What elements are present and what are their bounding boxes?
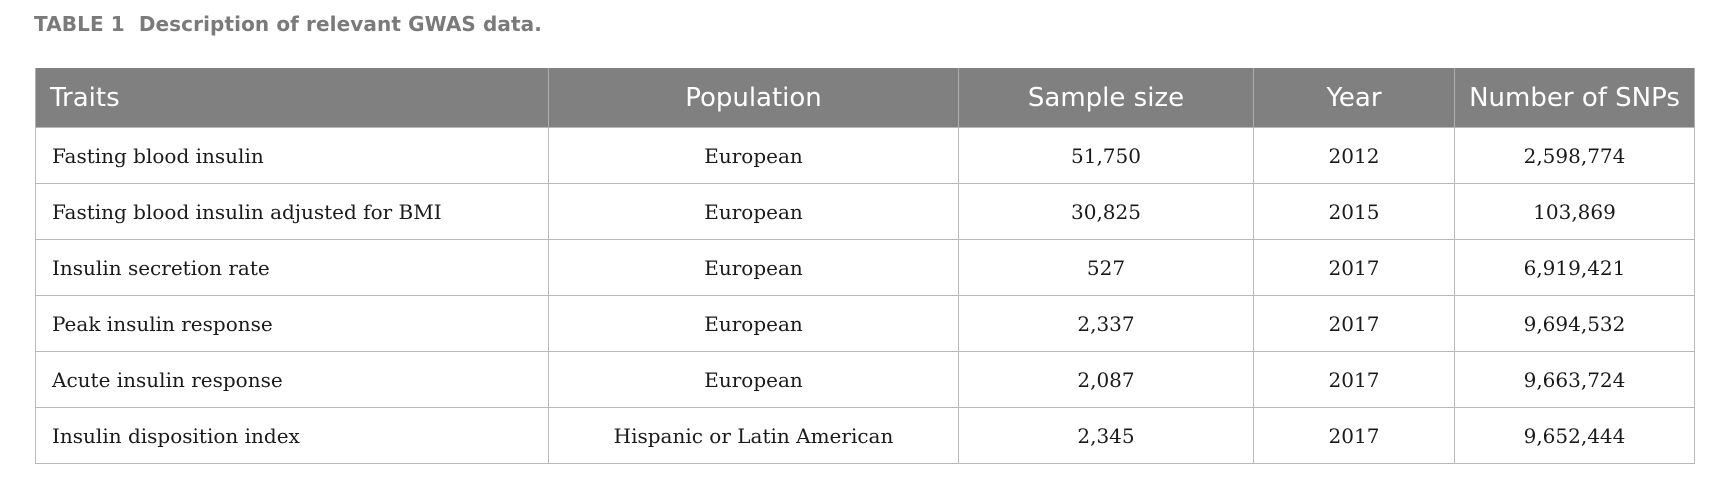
cell-sample-size: 2,337 <box>958 295 1254 352</box>
table-body: Fasting blood insulin European 51,750 20… <box>35 127 1695 464</box>
cell-sample-size: 51,750 <box>958 127 1254 184</box>
header-sample-size: Sample size <box>958 68 1254 128</box>
table-caption: TABLE 1 Description of relevant GWAS data… <box>34 12 542 36</box>
table-row: Fasting blood insulin European 51,750 20… <box>35 127 1695 184</box>
cell-year: 2017 <box>1253 239 1455 296</box>
table-row: Peak insulin response European 2,337 201… <box>35 295 1695 352</box>
cell-snps: 2,598,774 <box>1454 127 1695 184</box>
header-traits: Traits <box>35 68 549 128</box>
cell-trait: Fasting blood insulin adjusted for BMI <box>35 183 549 240</box>
table-number: TABLE 1 <box>34 12 125 36</box>
cell-sample-size: 30,825 <box>958 183 1254 240</box>
cell-sample-size: 2,087 <box>958 351 1254 408</box>
cell-trait: Acute insulin response <box>35 351 549 408</box>
table-row: Acute insulin response European 2,087 20… <box>35 351 1695 408</box>
table-row: Fasting blood insulin adjusted for BMI E… <box>35 183 1695 240</box>
cell-population: European <box>548 239 959 296</box>
header-number-of-snps: Number of SNPs <box>1454 68 1695 128</box>
cell-year: 2017 <box>1253 407 1455 464</box>
cell-trait: Fasting blood insulin <box>35 127 549 184</box>
cell-trait: Insulin secretion rate <box>35 239 549 296</box>
header-row: Traits Population Sample size Year Numbe… <box>35 68 1695 128</box>
header-year: Year <box>1253 68 1455 128</box>
cell-year: 2017 <box>1253 351 1455 408</box>
cell-year: 2015 <box>1253 183 1455 240</box>
cell-population: European <box>548 351 959 408</box>
header-population: Population <box>548 68 959 128</box>
cell-snps: 6,919,421 <box>1454 239 1695 296</box>
cell-population: European <box>548 183 959 240</box>
cell-sample-size: 527 <box>958 239 1254 296</box>
cell-sample-size: 2,345 <box>958 407 1254 464</box>
cell-snps: 103,869 <box>1454 183 1695 240</box>
cell-population: Hispanic or Latin American <box>548 407 959 464</box>
cell-year: 2012 <box>1253 127 1455 184</box>
cell-snps: 9,694,532 <box>1454 295 1695 352</box>
table-header: Traits Population Sample size Year Numbe… <box>35 68 1695 128</box>
gwas-data-table: Traits Population Sample size Year Numbe… <box>35 68 1695 464</box>
cell-snps: 9,652,444 <box>1454 407 1695 464</box>
cell-population: European <box>548 127 959 184</box>
cell-snps: 9,663,724 <box>1454 351 1695 408</box>
cell-trait: Peak insulin response <box>35 295 549 352</box>
cell-trait: Insulin disposition index <box>35 407 549 464</box>
table-row: Insulin disposition index Hispanic or La… <box>35 407 1695 464</box>
table-title: Description of relevant GWAS data. <box>138 12 542 36</box>
table-row: Insulin secretion rate European 527 2017… <box>35 239 1695 296</box>
cell-population: European <box>548 295 959 352</box>
cell-year: 2017 <box>1253 295 1455 352</box>
